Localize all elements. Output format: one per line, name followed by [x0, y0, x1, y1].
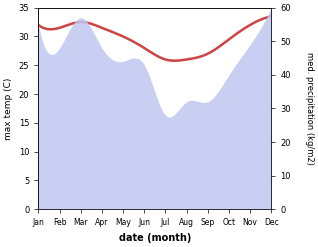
Y-axis label: max temp (C): max temp (C)	[4, 77, 13, 140]
Y-axis label: med. precipitation (kg/m2): med. precipitation (kg/m2)	[305, 52, 314, 165]
X-axis label: date (month): date (month)	[119, 233, 191, 243]
